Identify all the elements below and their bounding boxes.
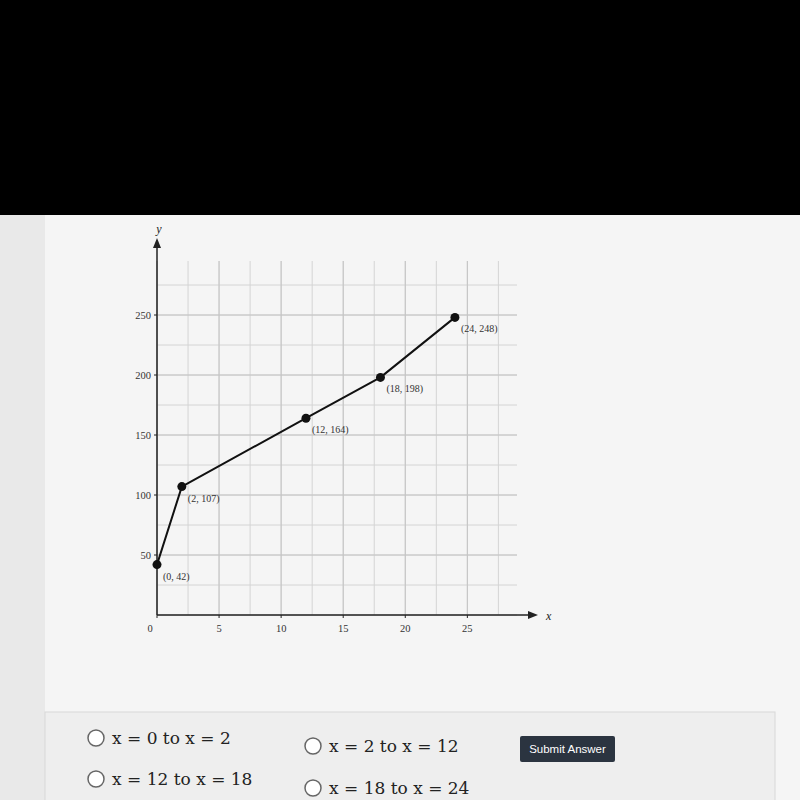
- x-tick: [219, 615, 220, 618]
- y-axis-label: y: [155, 222, 162, 236]
- minor-grid-line: [343, 261, 344, 615]
- x-tick-label: 5: [216, 623, 221, 634]
- minor-grid-line: [188, 261, 189, 615]
- grid-line: [467, 261, 468, 615]
- minor-grid-line: [219, 261, 220, 615]
- minor-grid-line: [374, 261, 375, 615]
- minor-grid-line: [157, 315, 517, 316]
- x-axis-arrow: [528, 611, 538, 619]
- data-group: [153, 313, 460, 569]
- x-tick-label: 0: [147, 623, 152, 634]
- grid-line: [281, 261, 282, 615]
- radio-button[interactable]: [305, 738, 321, 754]
- x-tick: [405, 615, 406, 618]
- submit-button[interactable]: [520, 736, 615, 762]
- data-label: (18, 198): [386, 383, 423, 395]
- minor-grid-line: [157, 585, 517, 586]
- x-axis: [157, 614, 532, 616]
- minor-grid-line: [157, 345, 517, 346]
- y-tick-label: 50: [141, 550, 152, 561]
- data-label: (0, 42): [163, 571, 190, 583]
- option-label[interactable]: x = 12 to x = 18: [112, 769, 252, 789]
- data-point: [376, 373, 385, 382]
- data-point: [301, 414, 310, 423]
- x-tick-label: 15: [338, 623, 349, 634]
- data-point: [450, 313, 459, 322]
- x-tick: [467, 615, 468, 618]
- photo-dark-area: [0, 0, 800, 215]
- y-tick: [154, 435, 157, 436]
- y-axis-arrow: [153, 238, 161, 248]
- minor-grid-line: [498, 261, 499, 615]
- y-tick: [154, 315, 157, 316]
- y-axis: [156, 244, 158, 615]
- data-label: (12, 164): [312, 424, 349, 436]
- grid-line: [157, 375, 517, 376]
- y-tick: [154, 495, 157, 496]
- minor-grid-line: [157, 555, 517, 556]
- answer-options: x = 0 to x = 2 x = 2 to x = 12 x = 12 to x…: [45, 712, 775, 800]
- y-tick: [154, 375, 157, 376]
- x-axis-label: x: [545, 609, 552, 623]
- option-label[interactable]: x = 18 to x = 24: [329, 778, 469, 798]
- minor-grid-line: [281, 261, 282, 615]
- minor-grid-line: [467, 261, 468, 615]
- submit-button-label[interactable]: Submit Answer: [529, 743, 606, 755]
- grid-line: [343, 261, 344, 615]
- grid-line: [157, 555, 517, 556]
- option-label[interactable]: x = 2 to x = 12: [329, 736, 459, 756]
- y-tick-label: 100: [135, 490, 151, 501]
- data-labels: (0, 42) (2, 107) (12, 164) (18, 198) (24, 24…: [163, 323, 498, 582]
- y-tick-label: 250: [135, 310, 151, 321]
- radio-button[interactable]: [88, 771, 104, 787]
- x-tick: [157, 615, 158, 618]
- data-point: [177, 482, 186, 491]
- minor-grid-line: [312, 261, 313, 615]
- minor-grid-line: [157, 405, 517, 406]
- data-line: [157, 317, 455, 564]
- radio-button[interactable]: [305, 780, 321, 796]
- grid-line: [405, 261, 406, 615]
- data-label: (2, 107): [188, 493, 220, 505]
- minor-grid-line: [157, 285, 517, 286]
- minor-grid-line: [405, 261, 406, 615]
- x-tick-label: 25: [462, 623, 473, 634]
- data-point: [153, 560, 162, 569]
- minor-grid-line: [157, 375, 517, 376]
- radio-button[interactable]: [88, 730, 104, 746]
- x-tick: [343, 615, 344, 618]
- y-tick: [154, 555, 157, 556]
- axes: x y 0 5 10 15 20 25 50 100 150 200 250: [135, 222, 552, 634]
- minor-grid-line: [250, 261, 251, 615]
- y-tick-label: 200: [135, 370, 151, 381]
- minor-grid-line: [157, 465, 517, 466]
- minor-grid-line: [157, 525, 517, 526]
- option-label[interactable]: x = 0 to x = 2: [112, 728, 231, 748]
- x-tick: [281, 615, 282, 618]
- x-tick-label: 20: [400, 623, 411, 634]
- grid: [157, 261, 517, 615]
- data-label: (24, 248): [461, 323, 498, 335]
- options-panel: [45, 712, 775, 800]
- grid-line: [157, 315, 517, 316]
- x-tick-label: 10: [276, 623, 287, 634]
- grid-line: [219, 261, 220, 615]
- minor-grid-line: [436, 261, 437, 615]
- y-tick-label: 150: [135, 430, 151, 441]
